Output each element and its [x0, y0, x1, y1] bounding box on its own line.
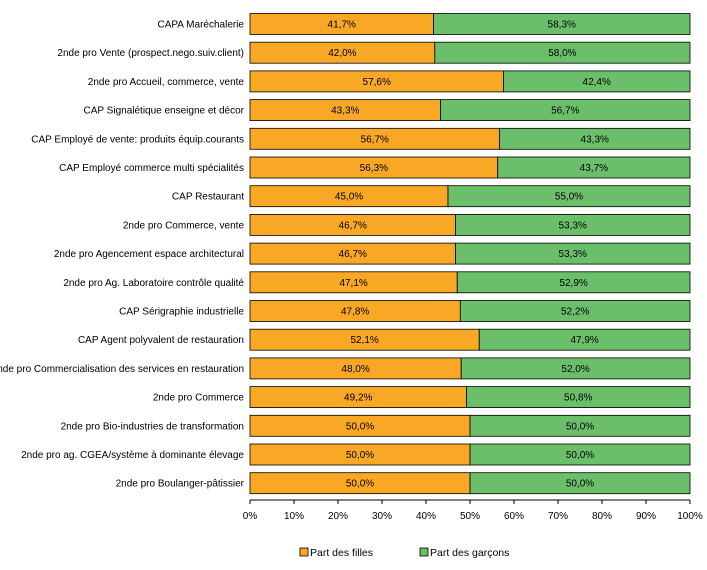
- category-label: CAP Restaurant: [172, 192, 244, 203]
- x-tick-label: 40%: [416, 511, 436, 522]
- bar-garcons: [447, 185, 691, 208]
- data-label: 43,3%: [581, 134, 609, 145]
- data-label: 56,3%: [360, 163, 388, 174]
- legend-swatch-garcons: [419, 547, 429, 557]
- legend-label-filles: Part des filles: [310, 547, 373, 559]
- data-label: 49,2%: [344, 393, 372, 404]
- data-label: 50,0%: [566, 421, 594, 432]
- category-label: 2nde pro Vente (prospect.nego.suiv.clien…: [57, 48, 244, 59]
- data-label: 46,7%: [339, 220, 367, 231]
- category-label: 2nde pro Accueil, commerce, vente: [88, 77, 245, 88]
- category-label: CAP Employé commerce multi spécialités: [59, 163, 244, 174]
- data-label: 50,0%: [566, 450, 594, 461]
- data-label: 50,8%: [564, 393, 592, 404]
- data-label: 42,0%: [328, 48, 356, 59]
- data-label: 43,3%: [331, 106, 359, 117]
- bar-garcons: [503, 70, 691, 93]
- bar-garcons: [456, 271, 691, 294]
- category-label: 2nde pro ag. CGEA/système à dominante él…: [21, 450, 244, 461]
- bar-garcons: [469, 443, 691, 466]
- data-label: 55,0%: [555, 192, 583, 203]
- data-label: 52,2%: [561, 307, 589, 318]
- category-label: CAP Employé de vente: produits équip.cou…: [31, 134, 244, 145]
- legend-label-garcons: Part des garçons: [430, 547, 509, 559]
- data-label: 50,0%: [346, 450, 374, 461]
- x-tick-label: 60%: [504, 511, 524, 522]
- data-label: 58,0%: [548, 48, 576, 59]
- data-label: 58,3%: [548, 20, 576, 31]
- category-label: 2nde pro Agencement espace architectural: [54, 249, 244, 260]
- data-label: 48,0%: [341, 364, 369, 375]
- category-label: 2nde pro Commerce, vente: [123, 220, 245, 231]
- bar-garcons: [478, 328, 691, 351]
- x-tick-label: 50%: [460, 511, 480, 522]
- data-label: 50,0%: [346, 421, 374, 432]
- data-label: 52,0%: [561, 364, 589, 375]
- data-label: 52,9%: [559, 278, 587, 289]
- data-label: 56,7%: [551, 106, 579, 117]
- legend-swatch-filles: [299, 547, 309, 557]
- x-tick-label: 20%: [328, 511, 348, 522]
- bar-garcons: [433, 13, 691, 35]
- data-label: 41,7%: [328, 20, 356, 31]
- data-label: 47,9%: [570, 335, 598, 346]
- data-label: 56,7%: [361, 134, 389, 145]
- data-label: 46,7%: [339, 249, 367, 260]
- data-label: 50,0%: [566, 479, 594, 490]
- data-label: 53,3%: [559, 220, 587, 231]
- data-label: 47,1%: [339, 278, 367, 289]
- x-tick-label: 70%: [548, 511, 568, 522]
- data-label: 57,6%: [363, 77, 391, 88]
- x-tick-label: 80%: [592, 511, 612, 522]
- data-label: 53,3%: [559, 249, 587, 260]
- category-label: CAP Agent polyvalent de restauration: [78, 335, 244, 346]
- bar-garcons: [469, 414, 691, 437]
- category-label: CAP Sérigraphie industrielle: [119, 307, 244, 318]
- x-tick-label: 10%: [284, 511, 304, 522]
- bar-garcons: [455, 242, 691, 265]
- x-tick-label: 90%: [636, 511, 656, 522]
- bar-garcons: [466, 386, 691, 409]
- bar-garcons: [497, 156, 691, 179]
- category-label: CAP Signalétique enseigne et décor: [84, 106, 245, 117]
- data-label: 43,7%: [580, 163, 608, 174]
- bar-garcons: [460, 357, 691, 380]
- bar-garcons: [499, 127, 691, 150]
- bar-garcons: [455, 213, 691, 236]
- bar-garcons: [469, 472, 691, 495]
- data-label: 47,8%: [341, 307, 369, 318]
- category-label: 2nde pro Boulanger-pâtissier: [116, 479, 245, 490]
- bar-garcons: [459, 300, 691, 322]
- category-label: 2nde pro Ag. Laboratoire contrôle qualit…: [63, 278, 244, 289]
- category-label: 2nde pro Bio-industries de transformatio…: [61, 421, 244, 432]
- bar-garcons: [440, 99, 691, 121]
- category-label: 2nde pro Commercialisation des services …: [0, 364, 244, 375]
- x-tick-label: 100%: [677, 511, 703, 522]
- data-label: 42,4%: [583, 77, 611, 88]
- data-label: 50,0%: [346, 479, 374, 490]
- category-label: 2nde pro Commerce: [153, 393, 245, 404]
- x-tick-label: 30%: [372, 511, 392, 522]
- data-label: 45,0%: [335, 192, 363, 203]
- data-label: 52,1%: [350, 335, 378, 346]
- bar-garcons: [434, 41, 691, 64]
- x-tick-label: 0%: [243, 511, 258, 522]
- category-label: CAPA Maréchalerie: [157, 20, 244, 31]
